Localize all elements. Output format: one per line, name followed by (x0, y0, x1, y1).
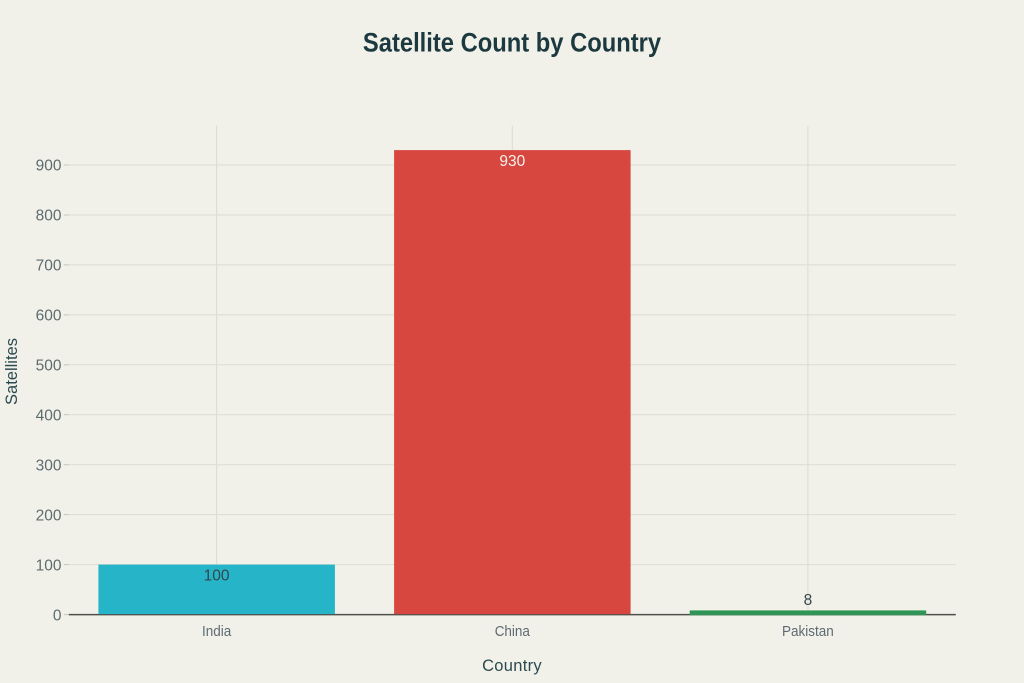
svg-text:0: 0 (53, 607, 62, 624)
svg-text:China: China (495, 623, 530, 640)
svg-text:Pakistan: Pakistan (782, 623, 834, 640)
svg-text:300: 300 (36, 457, 62, 474)
svg-text:Satellites: Satellites (3, 338, 21, 405)
svg-text:8: 8 (804, 592, 813, 609)
svg-text:India: India (202, 623, 231, 640)
svg-text:600: 600 (36, 308, 62, 325)
svg-text:500: 500 (36, 357, 62, 374)
svg-text:200: 200 (36, 507, 62, 524)
svg-text:900: 900 (36, 158, 62, 175)
svg-text:800: 800 (36, 208, 62, 225)
svg-text:100: 100 (36, 557, 62, 574)
svg-text:400: 400 (36, 407, 62, 424)
svg-text:Country: Country (482, 657, 542, 675)
svg-text:700: 700 (36, 258, 62, 275)
svg-text:100: 100 (204, 567, 230, 584)
svg-text:930: 930 (499, 153, 525, 170)
svg-text:Satellite Count by Country: Satellite Count by Country (363, 28, 661, 58)
